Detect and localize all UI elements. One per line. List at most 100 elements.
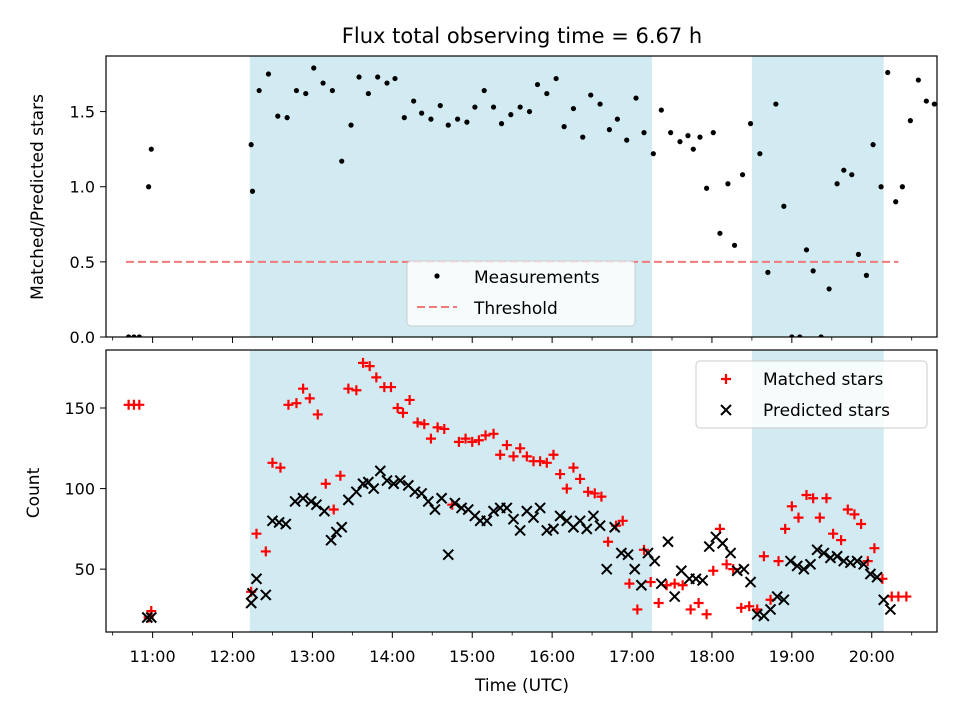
bottom-plus-point-55 [589, 488, 600, 499]
bottom-plus-point-59 [617, 515, 628, 526]
top-dot-point-55 [677, 139, 683, 145]
top-dot-point-80 [863, 272, 870, 278]
top-dot-point-50 [633, 95, 639, 101]
legend-measurements-label: Measurements [474, 268, 600, 288]
legend-matched-marker [721, 374, 731, 384]
top-dot-point-12 [293, 87, 300, 94]
top-dot-point-71 [797, 334, 803, 337]
bottom-plus-point-98 [901, 591, 912, 602]
bottom-x-point-33 [442, 548, 454, 561]
top-dot-point-62 [725, 181, 731, 187]
bottom-plus-point-18 [335, 470, 346, 481]
bottom-x-point-84 [784, 555, 797, 567]
top-y-tick-label-2: 0.5 [70, 253, 95, 272]
bottom-series-plus [123, 357, 912, 623]
top-dot-point-65 [747, 121, 754, 127]
bottom-x-point-95 [858, 558, 870, 571]
bottom-x-point-46 [527, 511, 540, 524]
bottom-plus-point-48 [541, 457, 552, 468]
bottom-x-point-75 [724, 547, 737, 559]
top-dot-point-11 [284, 115, 290, 121]
top-chart-title: Flux total observing time = 6.67 h [342, 24, 702, 48]
bottom-x-point-82 [771, 590, 783, 603]
bottom-x-point-79 [751, 608, 763, 620]
top-axes-frame [105, 55, 938, 338]
bottom-x-point-50 [554, 510, 566, 522]
bottom-plus-point-10 [275, 462, 286, 473]
bottom-x-tick-label-2: 12:00 [209, 647, 255, 666]
bottom-x-point-34 [449, 497, 461, 509]
top-dot-point-42 [561, 124, 567, 130]
bottom-x-tick-label-4: 14:00 [369, 647, 415, 666]
top-dot-point-28 [437, 102, 443, 109]
bottom-plus-point-61 [632, 604, 643, 615]
bottom-plus-point-50 [555, 469, 566, 480]
top-dot-point-69 [781, 203, 787, 209]
bottom-plus-point-21 [358, 357, 369, 368]
top-dot-point-84 [893, 199, 899, 205]
top-series-dot [126, 65, 937, 337]
bottom-plus-point-80 [773, 556, 784, 567]
bottom-plus-point-94 [869, 543, 880, 554]
bottom-x-tick-label-5: 15:00 [449, 647, 495, 666]
bottom-x-point-35 [455, 502, 468, 514]
bottom-plus-point-20 [351, 385, 362, 396]
bottom-plus-point-9 [267, 457, 278, 468]
top-dot-point-8 [256, 87, 262, 94]
top-dot-point-46 [597, 101, 603, 107]
bottom-plus-point-69 [693, 597, 704, 608]
top-dot-point-27 [428, 116, 434, 122]
top-dot-point-76 [834, 181, 840, 187]
bottom-x-point-55 [587, 510, 600, 522]
bottom-x-point-81 [764, 603, 777, 616]
bottom-chart-xlabel: Time (UTC) [474, 676, 569, 696]
top-dot-point-34 [490, 104, 497, 110]
bottom-plus-point-89 [836, 535, 847, 546]
top-y-tick-label-4: 1.5 [70, 103, 95, 122]
bottom-plus-point-70 [701, 609, 712, 620]
bottom-x-tick-label-8: 18:00 [689, 647, 735, 666]
bottom-x-point-12 [305, 495, 317, 508]
bottom-x-tick-label-6: 16:00 [529, 647, 575, 666]
bottom-plus-point-26 [392, 403, 403, 414]
bottom-plus-point-51 [561, 483, 572, 494]
top-dot-point-14 [311, 65, 317, 71]
bottom-plus-point-31 [425, 433, 436, 444]
bottom-x-point-1 [141, 611, 153, 624]
bottom-plus-point-60 [624, 578, 635, 589]
top-dot-point-24 [401, 115, 407, 121]
bottom-x-point-42 [501, 502, 513, 514]
top-dot-point-29 [445, 122, 451, 128]
bottom-x-tick-label-7: 17:00 [609, 647, 655, 666]
bottom-x-tick-label-10: 20:00 [849, 647, 895, 666]
top-y-tick-label-1: 0.0 [70, 328, 95, 347]
bottom-x-point-70 [690, 573, 702, 585]
bottom-x-point-43 [507, 513, 520, 525]
bottom-x-tick-label-3: 13:00 [289, 647, 335, 666]
bottom-x-tick-label-9: 19:00 [769, 647, 815, 666]
bottom-x-point-66 [662, 536, 674, 548]
bottom-plus-point-43 [508, 451, 519, 462]
bottom-plus-point-22 [364, 361, 375, 372]
top-dot-point-32 [472, 104, 478, 110]
top-dot-point-47 [606, 127, 612, 133]
bottom-x-point-9 [280, 518, 292, 530]
top-dot-point-15 [320, 80, 326, 86]
bottom-x-point-94 [851, 555, 863, 567]
legend-threshold-label: Threshold [473, 299, 558, 319]
bottom-x-point-86 [798, 563, 810, 575]
bottom-x-point-4 [246, 587, 259, 600]
top-dot-point-68 [773, 101, 779, 107]
bottom-x-tick-label-1: 11:00 [130, 647, 176, 666]
bottom-plus-point-11 [283, 399, 294, 410]
top-dot-point-52 [650, 151, 656, 157]
bottom-series-x [141, 465, 897, 624]
top-dot-point-18 [348, 122, 354, 128]
bottom-plus-point-91 [849, 509, 860, 520]
bottom-plus-point-3 [134, 399, 145, 410]
bottom-x-point-88 [811, 544, 823, 556]
top-dot-point-58 [697, 134, 703, 140]
bottom-x-point-87 [804, 558, 817, 571]
bottom-plus-point-78 [758, 551, 769, 562]
bottom-x-point-11 [297, 492, 309, 504]
